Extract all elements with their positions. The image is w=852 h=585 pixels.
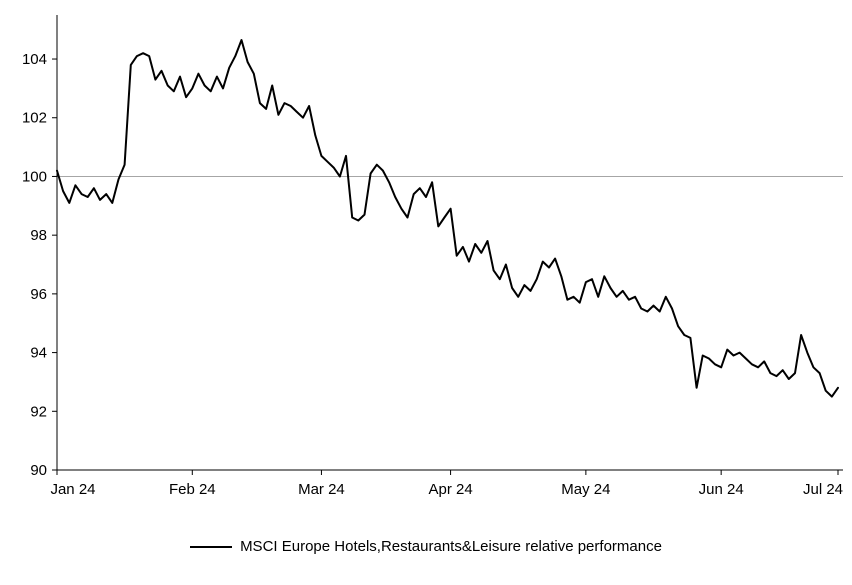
x-tick-label: Feb 24: [169, 481, 216, 498]
line-chart-svg: 90 92 94 96 98 100 102 104 Jan 24 Feb 24 Mar 24 Apr…: [22, 15, 843, 498]
series-line-msci-europe-hotels: [56, 39, 839, 398]
y-tick-label: 92: [30, 403, 47, 420]
x-tick-label: May 24: [561, 481, 610, 498]
y-tick-label: 102: [22, 110, 47, 127]
legend: MSCI Europe Hotels,Restaurants&Leisure r…: [0, 538, 852, 555]
y-tick-label: 94: [30, 345, 47, 362]
legend-label: MSCI Europe Hotels,Restaurants&Leisure r…: [240, 538, 662, 555]
legend-line-sample: [190, 545, 233, 548]
y-tick-label: 96: [30, 286, 47, 303]
x-tick-label: Mar 24: [298, 481, 345, 498]
x-tick-label: Apr 24: [428, 481, 472, 498]
y-tick-label: 100: [22, 168, 47, 185]
y-tick-label: 90: [30, 462, 47, 479]
x-tick-label: Jul 24: [803, 481, 843, 498]
y-tick-label: 98: [30, 227, 47, 244]
y-tick-label: 104: [22, 51, 47, 68]
x-tick-label: Jun 24: [699, 481, 744, 498]
x-tick-label: Jan 24: [50, 481, 95, 498]
